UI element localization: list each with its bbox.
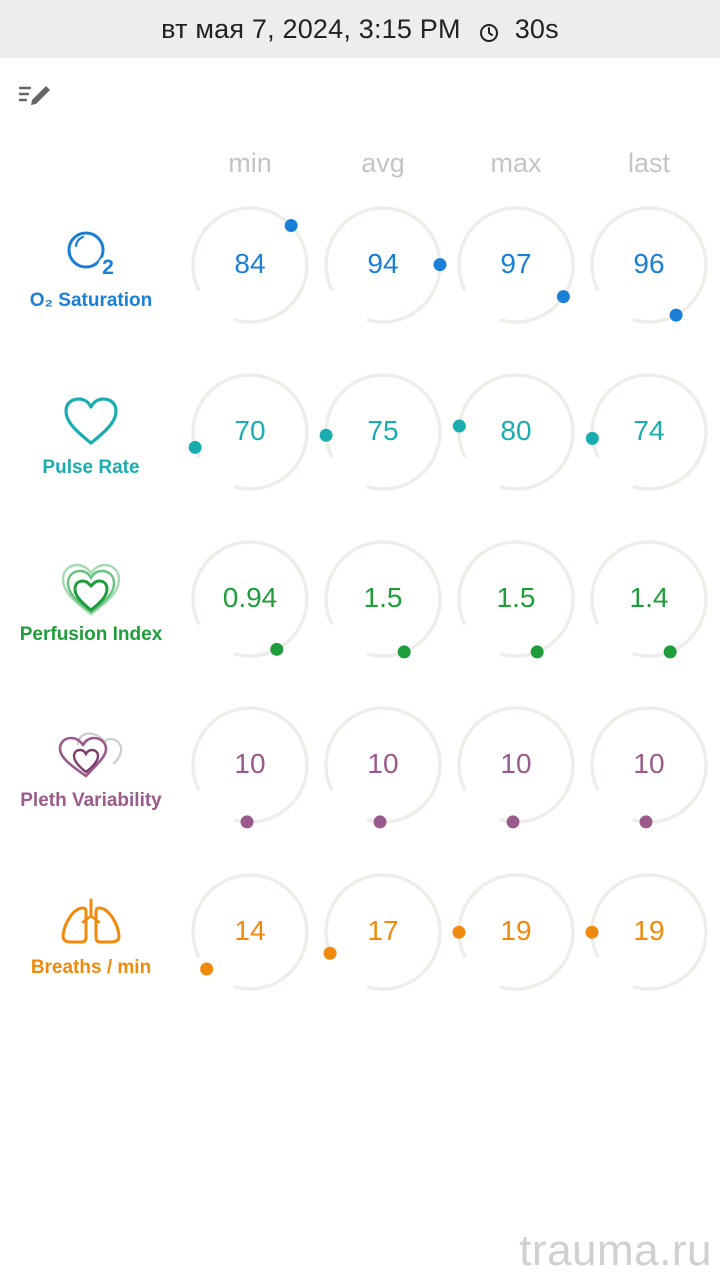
gauge-pleth-variability-min: 10 <box>191 706 323 829</box>
gauge-arc <box>457 373 575 491</box>
gauge-o2-saturation-avg: 94 <box>324 206 456 326</box>
gauge-arc <box>590 706 708 824</box>
gauge-indicator-dot <box>397 645 411 659</box>
gauge-indicator-dot <box>452 925 466 939</box>
gauge-pleth-variability-last: 10 <box>590 706 720 829</box>
column-last: last <box>627 148 671 178</box>
gauge-value: 0.94 <box>222 582 278 613</box>
gauge-pulse-rate-avg: 75 <box>319 373 456 493</box>
gauge-value: 10 <box>633 748 665 779</box>
pleth-hearts-icon <box>58 732 123 778</box>
o2-bubble-icon: 2 <box>67 231 118 279</box>
gauge-pulse-rate-min: 70 <box>188 373 323 493</box>
gauge-indicator-dot <box>188 440 202 454</box>
gauge-indicator-dot <box>373 815 387 829</box>
gauge-value: 1.5 <box>496 582 536 613</box>
gauge-indicator-dot <box>200 962 214 976</box>
gauge-indicator-dot <box>530 645 544 659</box>
label-perfusion-index: Perfusion Index <box>19 624 163 645</box>
gauge-arc <box>457 206 575 324</box>
gauge-arc <box>191 873 309 991</box>
column-avg: avg <box>361 148 405 178</box>
gauge-arc <box>324 706 442 824</box>
gauge-indicator-dot <box>323 946 337 960</box>
gauge-value: 19 <box>500 915 532 946</box>
gauge-indicator-dot <box>585 925 599 939</box>
gauge-arc <box>324 873 442 991</box>
gauge-value: 1.5 <box>363 582 403 613</box>
label-breaths-per-min: Breaths / min <box>30 957 152 978</box>
watermark: trauma.ru <box>519 1226 712 1275</box>
gauge-indicator-dot <box>639 815 653 829</box>
gauge-breaths-avg: 17 <box>323 873 456 993</box>
label-o2-saturation: O₂ Saturation <box>29 290 153 311</box>
status-header: вт мая 7, 2024, 3:15 PM 30s <box>0 0 720 58</box>
gauge-arc <box>457 873 575 991</box>
gauge-value: 97 <box>500 248 532 279</box>
edit-list-button[interactable] <box>16 78 56 110</box>
gauge-o2-saturation-max: 97 <box>457 206 589 326</box>
gauge-indicator-dot <box>270 642 284 656</box>
gauge-indicator-dot <box>506 815 520 829</box>
gauge-indicator-dot <box>319 428 333 442</box>
gauge-value: 14 <box>234 915 266 946</box>
gauge-indicator-dot <box>663 645 677 659</box>
gauge-perfusion-index-last: 1.4 <box>590 540 720 660</box>
gauge-indicator-dot <box>240 815 254 829</box>
perfusion-hearts-icon <box>61 563 121 616</box>
gauge-perfusion-index-min: 0.94 <box>191 540 323 660</box>
gauge-value: 75 <box>367 415 399 446</box>
heart-outline-icon <box>64 397 118 445</box>
gauge-value: 10 <box>500 748 532 779</box>
gauge-value: 74 <box>633 415 665 446</box>
gauge-value: 10 <box>367 748 399 779</box>
gauge-arc <box>324 206 442 324</box>
gauge-perfusion-index-avg: 1.5 <box>324 540 456 660</box>
clock-icon <box>479 19 499 42</box>
gauge-arc <box>590 373 708 491</box>
gauge-indicator-dot <box>433 258 447 272</box>
label-pleth-variability: Pleth Variability <box>20 790 162 811</box>
gauge-value: 80 <box>500 415 532 446</box>
gauge-breaths-last: 19 <box>585 873 720 993</box>
gauge-perfusion-index-max: 1.5 <box>457 540 589 660</box>
gauge-indicator-dot <box>669 308 683 322</box>
gauge-pleth-variability-max: 10 <box>457 706 589 829</box>
gauge-value: 10 <box>234 748 266 779</box>
gauge-arc <box>324 540 442 658</box>
gauge-arc <box>590 540 708 658</box>
column-min: min <box>228 148 272 178</box>
gauge-breaths-max: 19 <box>452 873 589 993</box>
gauge-value: 1.4 <box>629 582 669 613</box>
gauge-arc <box>324 373 442 491</box>
gauge-indicator-dot <box>452 419 466 433</box>
svg-text:2: 2 <box>102 256 114 279</box>
gauge-arc <box>457 706 575 824</box>
gauge-pleth-variability-avg: 10 <box>324 706 456 829</box>
gauge-pulse-rate-max: 80 <box>452 373 589 493</box>
gauge-arc <box>457 540 575 658</box>
gauge-value: 96 <box>633 248 665 279</box>
gauge-value: 94 <box>367 248 399 279</box>
edit-list-icon <box>18 86 50 105</box>
gauge-arc <box>191 706 309 824</box>
gauge-arc <box>590 873 708 991</box>
gauge-arc <box>191 373 309 491</box>
label-pulse-rate: Pulse Rate <box>42 457 140 478</box>
gauge-o2-saturation-min: 84 <box>191 206 323 326</box>
lungs-icon <box>61 898 121 944</box>
gauge-value: 70 <box>234 415 266 446</box>
gauge-value: 17 <box>367 915 399 946</box>
gauge-value: 19 <box>633 915 665 946</box>
gauge-pulse-rate-last: 74 <box>585 373 720 493</box>
gauge-indicator-dot <box>556 290 570 304</box>
gauge-indicator-dot <box>284 219 298 233</box>
timer-text: 30s <box>514 13 559 44</box>
gauge-value: 84 <box>234 248 266 279</box>
gauge-indicator-dot <box>585 431 599 445</box>
datetime-text: вт мая 7, 2024, 3:15 PM <box>161 13 461 44</box>
gauge-breaths-min: 14 <box>191 873 323 993</box>
gauge-o2-saturation-last: 96 <box>590 206 720 326</box>
column-max: max <box>490 148 542 178</box>
